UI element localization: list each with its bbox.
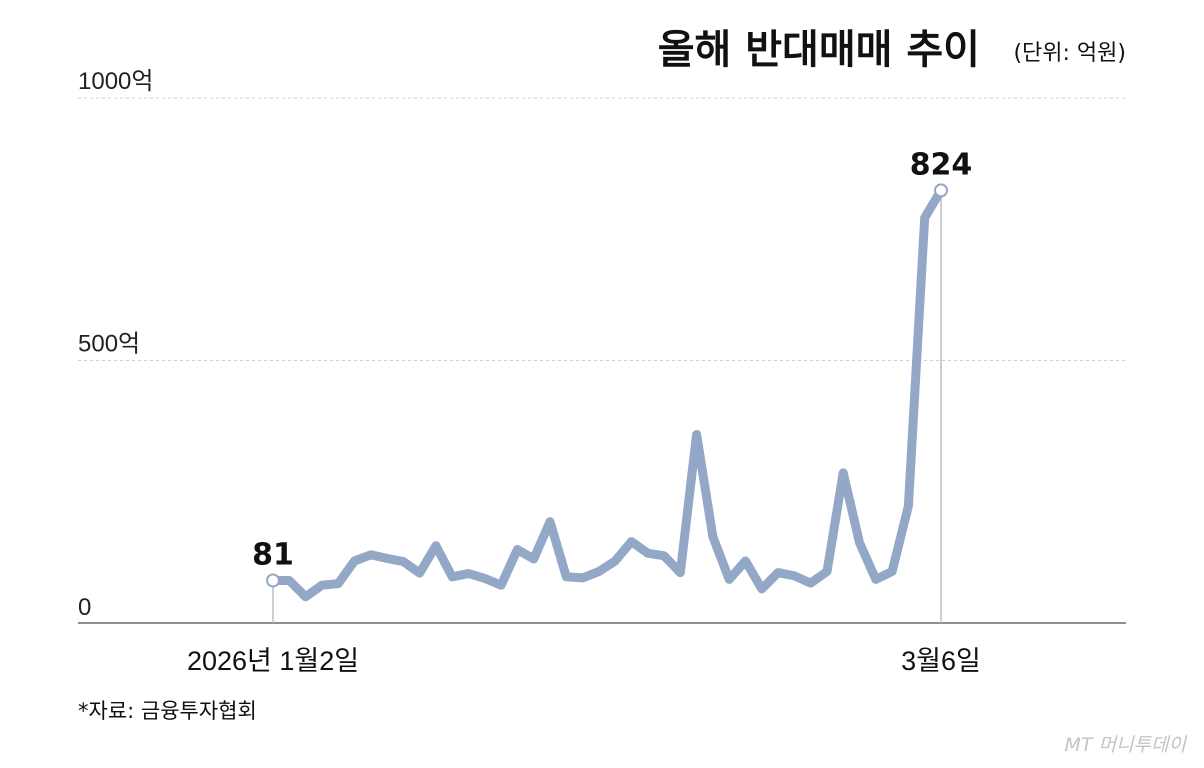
series-line bbox=[268, 185, 946, 602]
data-label: 81 bbox=[252, 537, 294, 572]
y-tick-label: 500억 bbox=[78, 331, 140, 358]
y-axis-ticks: 0 500억 1000억 bbox=[78, 68, 153, 621]
y-tick-label: 0 bbox=[78, 594, 91, 621]
start-point-marker bbox=[266, 573, 280, 588]
end-point-marker bbox=[934, 183, 948, 198]
x-tick-label: 2026년 1월2일 bbox=[187, 646, 359, 676]
x-tick-label: 3월6일 bbox=[901, 646, 981, 676]
y-tick-label: 1000억 bbox=[78, 68, 153, 95]
chart-title: 올해 반대매매 추이 bbox=[658, 27, 980, 73]
chart-unit: (단위: 억원) bbox=[1013, 41, 1126, 66]
gridlines bbox=[78, 97, 1126, 361]
source-note: *자료: 금융투자협회 bbox=[78, 699, 257, 723]
data-label: 824 bbox=[910, 147, 973, 182]
watermark: MT 머니투데이 bbox=[1065, 734, 1188, 756]
data-labels: 81 824 bbox=[252, 147, 972, 572]
x-axis-ticks: 2026년 1월2일 3월6일 bbox=[187, 646, 981, 676]
series-group bbox=[266, 183, 948, 623]
